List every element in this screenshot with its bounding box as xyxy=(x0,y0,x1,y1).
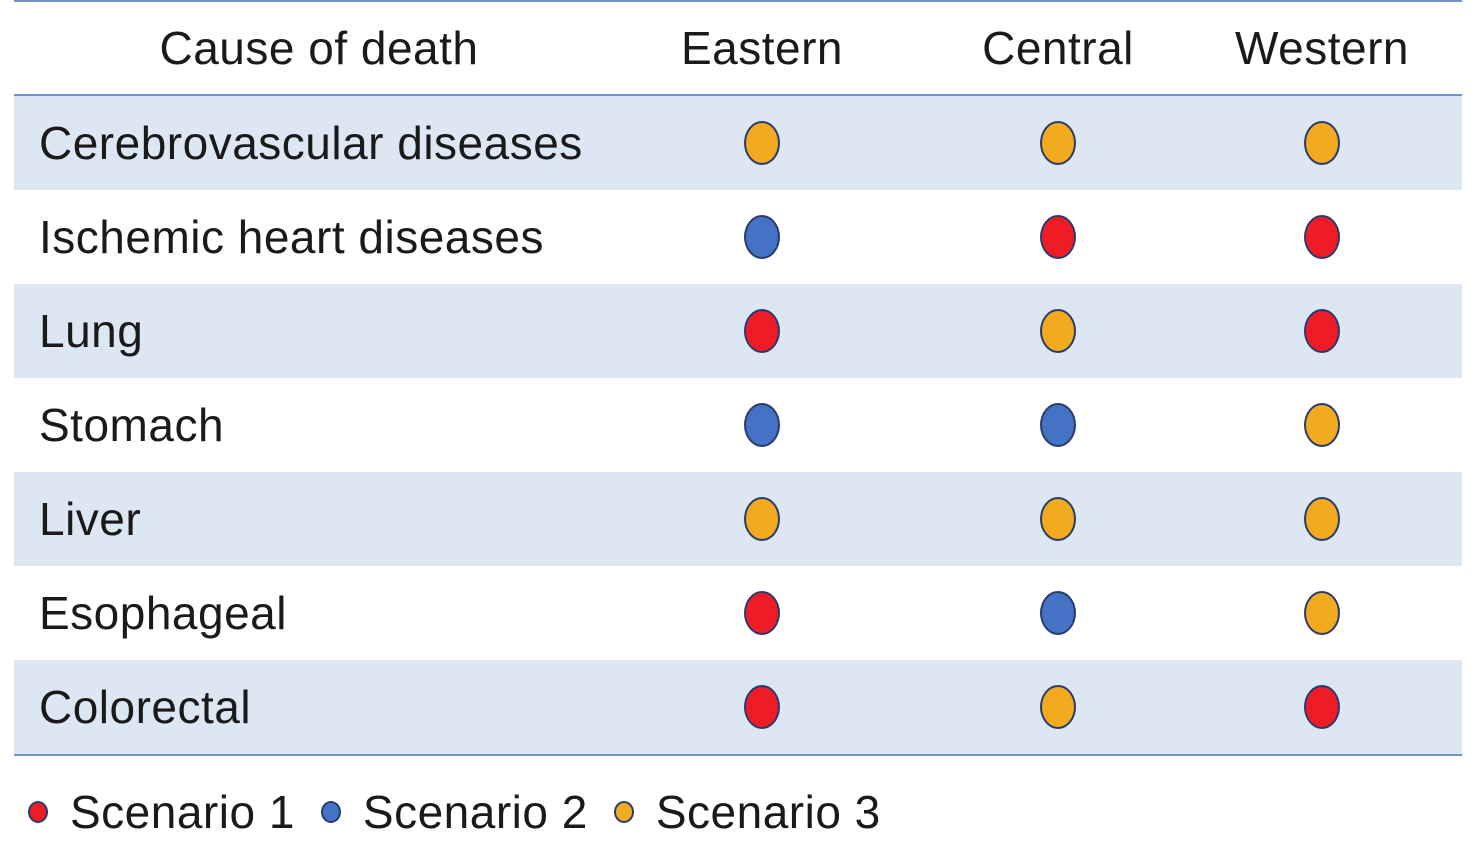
scenario-dot-eastern xyxy=(744,215,780,259)
scenario-dot-western xyxy=(1304,309,1340,353)
legend-item: Scenario 2 xyxy=(320,785,588,839)
header-eastern: Eastern xyxy=(680,22,844,74)
scenario-dot-western xyxy=(1304,497,1340,541)
legend-dot xyxy=(613,801,634,823)
scenario-dot-eastern xyxy=(744,497,780,541)
legend-item: Scenario 1 xyxy=(28,785,295,839)
scenario-dot-eastern xyxy=(744,685,780,729)
scenario-dot-central xyxy=(1040,591,1076,635)
table-row: Stomach xyxy=(14,378,1462,472)
header-cause-of-death: Cause of death xyxy=(159,22,479,74)
scenario-dot-central xyxy=(1040,121,1076,165)
scenario-dot-western xyxy=(1304,685,1340,729)
legend-label: Scenario 1 xyxy=(70,786,295,838)
scenario-dot-western xyxy=(1304,591,1340,635)
cause-label: Lung xyxy=(39,305,144,357)
header-western: Western xyxy=(1235,22,1409,74)
bottom-rule xyxy=(14,754,1462,756)
legend-dot xyxy=(28,801,48,823)
results-table: Cause of death Eastern Central Western C… xyxy=(14,0,1462,756)
scenario-dot-western xyxy=(1304,121,1340,165)
table-body: Cerebrovascular diseases Ischemic heart d… xyxy=(14,96,1462,754)
table-row: Liver xyxy=(14,472,1462,566)
legend-label: Scenario 3 xyxy=(655,786,881,838)
header-central: Central xyxy=(982,22,1134,74)
legend-dot xyxy=(320,801,341,823)
table-row: Ischemic heart diseases xyxy=(14,190,1462,284)
cause-label: Cerebrovascular diseases xyxy=(39,117,583,169)
legend: Scenario 1 Scenario 2 Scenario 3 xyxy=(28,782,907,842)
scenario-dot-eastern xyxy=(744,591,780,635)
legend-item: Scenario 3 xyxy=(613,785,881,839)
cause-label: Ischemic heart diseases xyxy=(39,211,544,263)
scenario-dot-central xyxy=(1040,685,1076,729)
scenario-dot-eastern xyxy=(744,403,780,447)
header-row: Cause of death Eastern Central Western xyxy=(14,2,1462,94)
scenario-dot-central xyxy=(1040,403,1076,447)
table-row: Esophageal xyxy=(14,566,1462,660)
scenario-dot-central xyxy=(1040,215,1076,259)
scenario-dot-central xyxy=(1040,497,1076,541)
cause-label: Liver xyxy=(39,493,142,545)
cause-label: Colorectal xyxy=(39,681,252,733)
scenario-dot-western xyxy=(1304,403,1340,447)
table-row: Cerebrovascular diseases xyxy=(14,96,1462,190)
top-rule xyxy=(14,0,1462,2)
table-row: Lung xyxy=(14,284,1462,378)
table-row: Colorectal xyxy=(14,660,1462,754)
scenario-dot-central xyxy=(1040,309,1076,353)
cause-label: Stomach xyxy=(39,399,225,451)
header-rule xyxy=(14,94,1462,96)
scenario-dot-western xyxy=(1304,215,1340,259)
cause-label: Esophageal xyxy=(39,587,287,639)
legend-label: Scenario 2 xyxy=(362,786,588,838)
scenario-dot-eastern xyxy=(744,309,780,353)
scenario-dot-eastern xyxy=(744,121,780,165)
